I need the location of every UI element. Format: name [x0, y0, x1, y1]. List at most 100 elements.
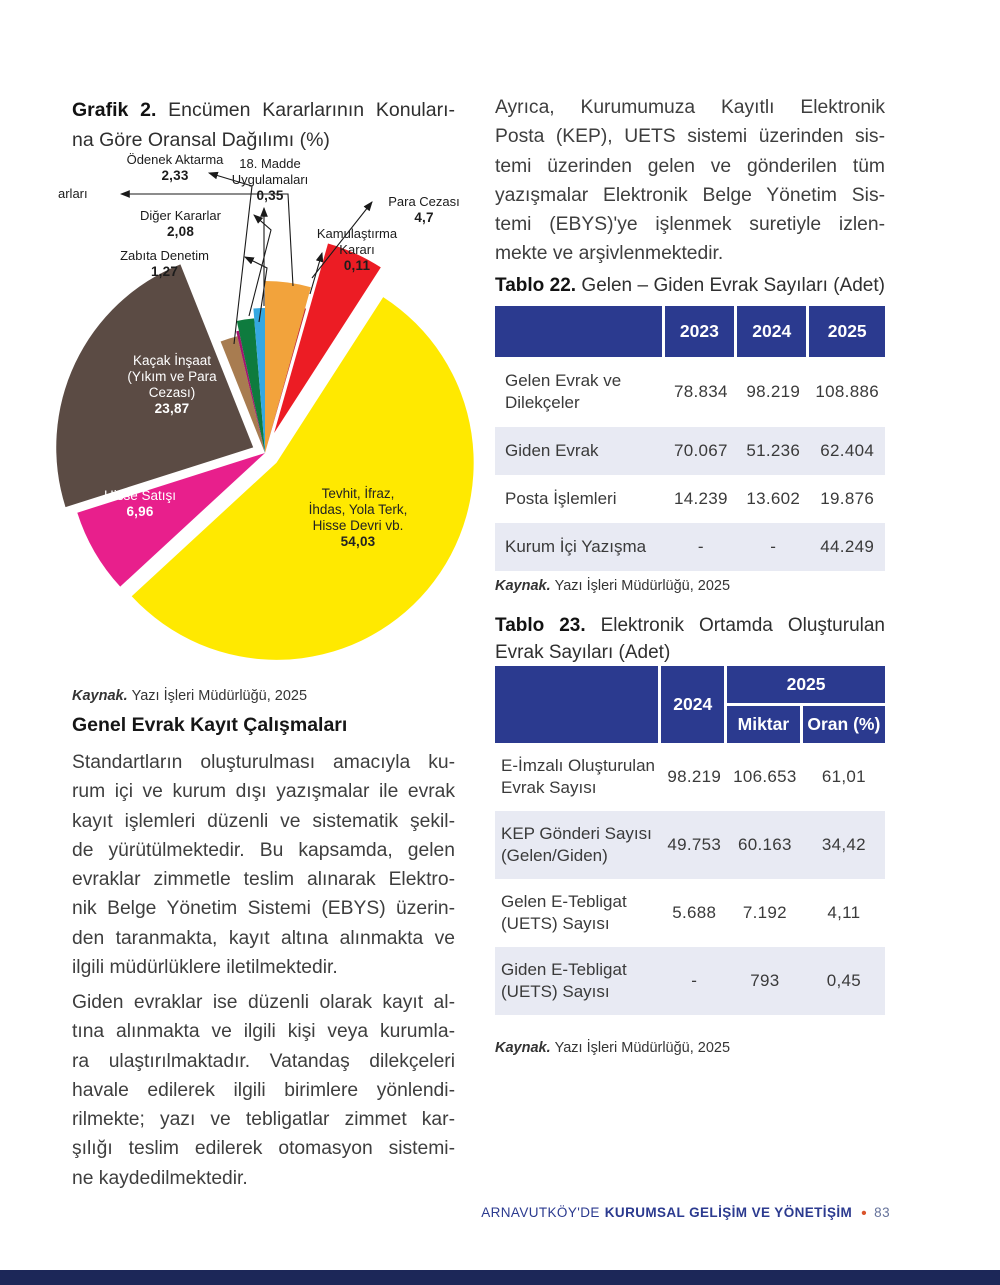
column-header-year: 2024 [737, 306, 810, 357]
column-header-year: 2024 [661, 666, 728, 743]
pie-slice [56, 264, 254, 508]
page-number: 83 [874, 1205, 890, 1220]
source-label: Kaynak. [72, 688, 128, 704]
paragraph-line: mekte ve arşivlenmektedir. [495, 243, 724, 265]
cell-value: 70.067 [673, 441, 728, 460]
table-row: Kurum İçi Yazışma - - 44.249 [495, 523, 885, 571]
cell-value: 14.239 [673, 489, 728, 508]
pie-label: Zabıta Denetim 1,27 [97, 248, 232, 280]
table-row: Giden Evrak 70.067 51.236 62.404 [495, 427, 885, 475]
pie-slice [253, 308, 265, 453]
paragraph-line: rilmekte; yazı ve tebligatlar zimmet kar… [72, 1109, 455, 1131]
pie-slice [220, 336, 265, 453]
paragraph-line: nik Belge Yönetim Sistemi (EBYS) üzerin- [72, 898, 455, 920]
row-label: E-İmzalı Oluşturulan Evrak Sayısı [501, 756, 655, 797]
paragraph: Giden evraklar ise düzenli olarak kayıt … [72, 988, 455, 1193]
cell-value: 5.688 [672, 903, 717, 922]
pie-label: Hisse Satışı 6,96 [80, 488, 200, 520]
column-header-empty [495, 666, 662, 743]
cell-value: 19.876 [820, 489, 875, 508]
page-bottom-bar [0, 1270, 1000, 1285]
chart-title-line2: na Göre Oransal Dağılımı (%) [72, 129, 330, 151]
pie-value: 23,87 [154, 401, 190, 416]
cell-value: 4,11 [827, 903, 861, 922]
column-header-year: 2025 [809, 306, 885, 357]
cell-value: 51.236 [746, 441, 801, 460]
pie-slice [131, 297, 474, 660]
column-header-miktar: Miktar [727, 706, 803, 743]
paragraph-line: evraklar zimmetle teslim alınarak Elektr… [72, 869, 455, 891]
cell-value: 34,42 [821, 835, 866, 854]
label-leader-line [248, 214, 272, 317]
cell-value: 0,45 [826, 971, 861, 990]
label-leader-line [207, 171, 253, 345]
pie-value: 2,08 [166, 224, 195, 239]
pie-slice [265, 280, 311, 453]
pie-value: 0,11 [343, 258, 371, 273]
table-row: KEP Gönderi Sayısı (Gelen/Giden) 49.753 60… [495, 811, 885, 879]
pie-slice [236, 318, 265, 453]
pie-value: 6,96 [126, 504, 154, 519]
column-header-year: 2023 [664, 306, 738, 357]
footer-section: KURUMSAL GELİŞİM VE YÖNETİŞİM [604, 1205, 853, 1220]
cell-value: 60.163 [738, 835, 792, 854]
cell-value: 44.249 [820, 537, 875, 556]
pie-label: Kaçak İnşaat (Yıkım ve Para Cezası) 23,87 [102, 353, 242, 417]
paragraph-line: şılığı teslim edilerek otomasyon sistemi… [72, 1138, 455, 1160]
cell-value: 793 [750, 971, 780, 990]
table23-title: Tablo 23. Elektronik Ortamda Oluşturulan… [495, 612, 885, 666]
table23-title-line2: Evrak Sayıları (Adet) [495, 642, 671, 663]
pie-slice [274, 243, 381, 433]
paragraph-line: Posta (KEP), UETS sistemi üzerinden sis- [495, 126, 885, 148]
paragraph-line: ne kaydedilmektedir. [72, 1167, 248, 1189]
pie-label: arları [58, 186, 88, 201]
pie-slice [77, 453, 265, 587]
column-header-empty [495, 306, 665, 357]
pie-label: Diğer Kararlar 2,08 [113, 208, 248, 240]
row-label: KEP Gönderi Sayısı (Gelen/Giden) [501, 824, 652, 865]
pie-label: Para Cezası 4,7 [374, 194, 474, 226]
table-gelen-giden-evrak: 2023 2024 2025 Gelen Evrak ve Dilekçeler 78.… [495, 306, 885, 571]
paragraph-line: tına alınmakta ve ilgili kişi veya kurum… [72, 1021, 455, 1043]
cell-value: 61,01 [821, 767, 866, 786]
cell-value: 106.653 [733, 767, 797, 786]
table-row: Giden E-Tebligat (UETS) Sayısı - 793 0,45 [495, 947, 885, 1015]
paragraph-line: Giden evraklar ise düzenli olarak kayıt … [72, 992, 455, 1013]
paragraph-line: ra ulaştırılmaktadır. Vatandaş dilekçele… [72, 1050, 455, 1072]
paragraph: Ayrıca, Kurumumuza Kayıtlı Elektronik Pos… [495, 93, 885, 269]
cell-value: 98.219 [667, 767, 722, 786]
table-elektronik-evrak: 2024 2025 Miktar Oran (%) E-İmzalı Oluşturul… [495, 666, 885, 1015]
label-leader-line [311, 201, 373, 279]
pie-value: 2,33 [161, 168, 189, 183]
column-header-year-group: 2025 [727, 666, 885, 706]
pie-slice [265, 308, 306, 453]
paragraph-line: de yürütülmektedir. Bu kapsamda, gelen [72, 839, 455, 861]
footer-location: ARNAVUTKÖY'DE [481, 1205, 600, 1220]
paragraph-line: temi üzerinden gelen ve gönderilen tüm [495, 155, 885, 177]
chart-title-line1: Grafik 2. Encümen Kararlarının Konuları- [72, 99, 455, 121]
pie-label: Tevhit, İfraz, İhdas, Yola Terk, Hisse Dev… [278, 486, 438, 550]
pie-label: Kamulaştırma Kararı 0,11 [297, 226, 417, 274]
cell-value: 49.753 [667, 835, 722, 854]
paragraph-line: ilgili müdürlüklere iletilmektedir. [72, 957, 338, 979]
paragraph-line: havale edilerek ilgili birimlere yönlend… [72, 1079, 455, 1101]
cell-value: - [697, 537, 704, 556]
row-label: Giden E-Tebligat (UETS) Sayısı [501, 960, 627, 1001]
paragraph-line: den taranmakta, kayıt altına alınmakta v… [72, 927, 455, 949]
row-label: Giden Evrak [505, 441, 599, 460]
footer-bullet-icon: • [861, 1205, 868, 1222]
pie-label: 18. Madde Uygulamaları 0,35 [210, 156, 330, 204]
pie-value: 1,27 [150, 264, 179, 279]
table22-source: Kaynak. Yazı İşleri Müdürlüğü, 2025 [495, 578, 731, 594]
pie-value: 54,03 [340, 534, 376, 549]
table-row: E-İmzalı Oluşturulan Evrak Sayısı 98.219 1… [495, 743, 885, 811]
cell-value: - [770, 537, 777, 556]
column-header-oran: Oran (%) [802, 706, 885, 743]
section-heading: Genel Evrak Kayıt Çalışmaları [72, 714, 348, 736]
paragraph-line: yazışmalar Elektronik Belge Yönetim Sis- [495, 184, 885, 206]
pie-value: 0,35 [256, 188, 284, 203]
page-footer: ARNAVUTKÖY'DE KURUMSAL GELİŞİM VE YÖNETİŞ… [481, 1205, 890, 1223]
pie-value: 4,7 [414, 210, 434, 225]
cell-value: - [691, 971, 698, 990]
